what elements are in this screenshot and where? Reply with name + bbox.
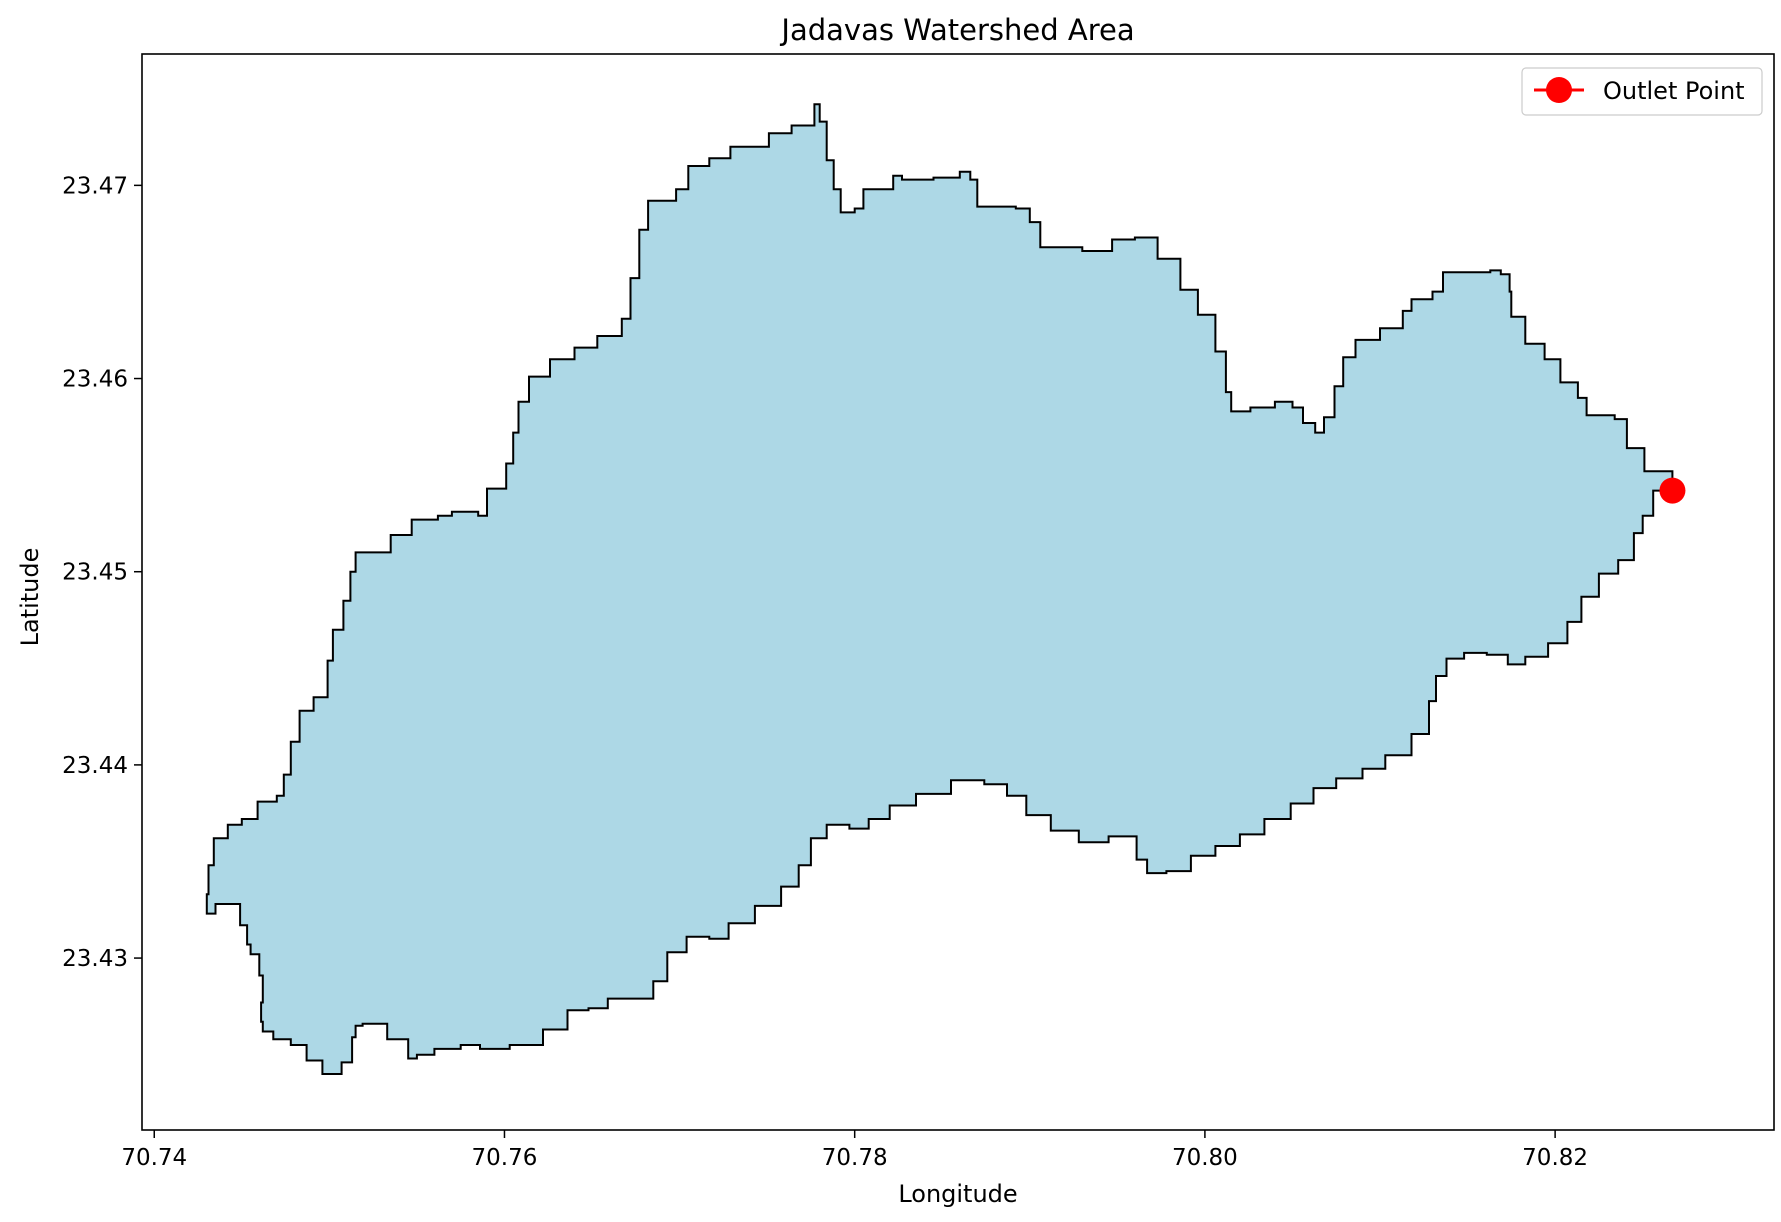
x-tick-label: 70.76 (472, 1145, 538, 1171)
legend-label-outlet-point: Outlet Point (1603, 77, 1745, 105)
x-tick-label: 70.74 (121, 1145, 187, 1171)
y-axis-label: Latitude (16, 548, 44, 647)
legend-marker-sample (1546, 77, 1572, 103)
watershed-boundary-polygon (205, 103, 1674, 1075)
legend: Outlet Point (1521, 67, 1763, 116)
y-tick-label: 23.46 (62, 367, 128, 393)
plot-area (141, 53, 1775, 1131)
y-tick-label: 23.45 (62, 560, 128, 586)
axes-frame (141, 53, 1775, 1131)
y-tick-label: 23.43 (62, 946, 128, 972)
chart-title: Jadavas Watershed Area (779, 13, 1134, 47)
y-tick-label: 23.47 (62, 173, 128, 199)
outlet-point-marker[interactable] (1659, 477, 1686, 504)
legend-box (1521, 67, 1763, 116)
y-tick-label: 23.44 (62, 753, 128, 779)
y-axis-ticks: 23.43 23.44 23.45 23.46 23.47 (62, 173, 142, 972)
x-tick-label: 70.80 (1172, 1145, 1238, 1171)
x-tick-label: 70.78 (822, 1145, 888, 1171)
x-axis-ticks: 70.74 70.76 70.78 70.80 70.82 (121, 1130, 1588, 1171)
x-axis-label: Longitude (898, 1180, 1017, 1208)
x-tick-label: 70.82 (1522, 1145, 1588, 1171)
